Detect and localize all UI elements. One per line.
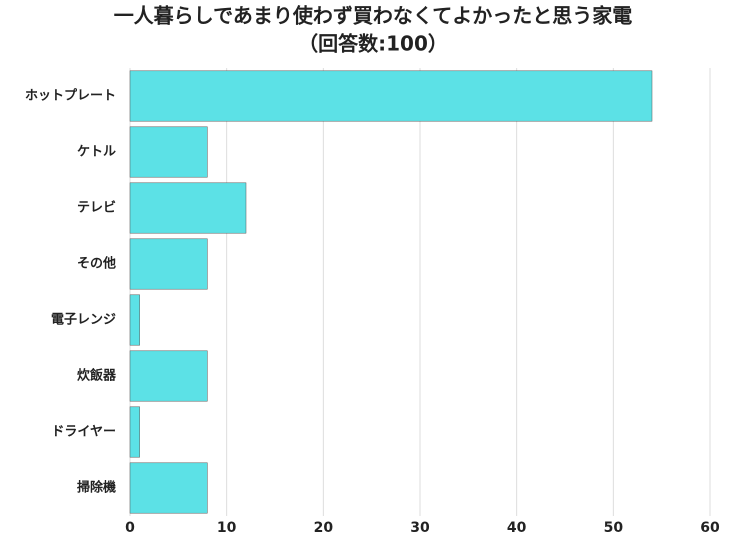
bar	[129, 70, 653, 122]
y-tick-label: 掃除機	[77, 480, 116, 496]
y-tick-label: 電子レンジ	[51, 313, 116, 328]
y-tick-label: テレビ	[77, 200, 116, 216]
x-tick-label: 20	[314, 520, 334, 536]
y-tick-label: ホットプレート	[25, 89, 116, 104]
y-tick-label: ドライヤー	[51, 425, 116, 440]
x-tick-label: 50	[604, 520, 624, 536]
chart-title: 一人暮らしであまり使わず買わなくてよかったと思う家電	[114, 4, 633, 28]
y-tick-label: ケトル	[77, 145, 116, 160]
bar	[129, 182, 247, 234]
y-tick-label: その他	[77, 256, 116, 272]
x-tick-label: 10	[217, 520, 237, 536]
bar	[129, 462, 208, 514]
bar	[129, 406, 140, 458]
bar	[129, 294, 140, 346]
x-tick-label: 0	[125, 520, 135, 536]
x-tick-label: 30	[410, 520, 430, 536]
bar	[129, 238, 208, 290]
chart-subtitle: （回答数:100）	[298, 32, 448, 56]
bar	[129, 126, 208, 178]
x-tick-label: 60	[700, 520, 720, 536]
bar	[129, 350, 208, 402]
y-tick-label: 炊飯器	[77, 368, 117, 384]
x-tick-label: 40	[507, 520, 527, 536]
